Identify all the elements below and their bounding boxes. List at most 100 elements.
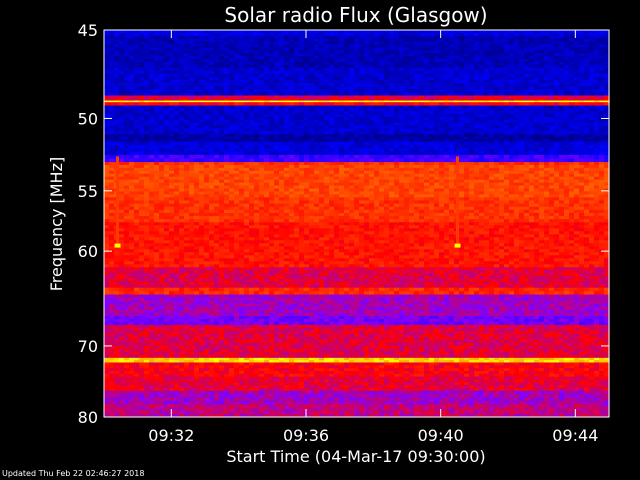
spectrum-cell [589, 80, 595, 84]
spectrum-cell [259, 41, 265, 46]
spectrum-cell [369, 38, 375, 43]
spectrum-cell [554, 122, 560, 127]
spectrum-cell [179, 41, 185, 46]
spectrum-cell [484, 86, 490, 90]
spectrum-cell [219, 35, 225, 40]
spectrum-cell [599, 108, 605, 112]
spectrum-cell [134, 108, 140, 112]
spectrum-cell [219, 111, 225, 115]
spectrum-cell [499, 61, 505, 66]
spectrum-cell [434, 92, 440, 97]
spectrum-cell [419, 76, 425, 81]
spectrum-cell [554, 76, 560, 81]
spectrum-cell [154, 80, 160, 84]
spectrum-cell [344, 111, 350, 115]
spectrum-cell [519, 158, 525, 163]
spectrum-cell [269, 70, 275, 75]
spectrum-cell [339, 158, 345, 163]
spectrum-cell [579, 50, 585, 54]
spectrum-cell [194, 111, 200, 115]
spectrum-cell [189, 95, 195, 99]
spectrum-cell [264, 102, 270, 107]
spectrum-cell [339, 38, 345, 43]
spectrum-cell [409, 131, 415, 135]
spectrum-cell [134, 86, 140, 90]
spectrum-cell [569, 131, 575, 135]
spectrum-cell [574, 98, 580, 102]
spectrum-cell [494, 125, 500, 129]
spectrum-cell [154, 47, 160, 51]
spectrum-cell [534, 131, 540, 135]
spectrum-cell [604, 80, 610, 84]
spectrum-cell [369, 61, 375, 66]
spectrum-cell [584, 50, 590, 54]
spectrum-cell [254, 30, 260, 34]
spectrum-cell [584, 35, 590, 40]
spectrum-cell [554, 100, 560, 103]
spectrum-cell [254, 95, 260, 99]
spectrum-cell [194, 119, 200, 124]
spectrum-cell [489, 134, 495, 138]
spectrum-cell [249, 35, 255, 40]
spectrum-cell [534, 30, 540, 34]
spectrum-cell [594, 105, 600, 109]
spectrum-cell [134, 80, 140, 84]
spectrum-cell [164, 105, 170, 109]
spectrum-cell [299, 32, 305, 37]
spectrum-cell [524, 38, 530, 43]
spectrum-band-row [104, 67, 610, 72]
spectrum-cell [419, 134, 425, 138]
spectrum-cell [554, 95, 560, 99]
spectrum-cell [399, 73, 405, 78]
spectrum-cell [149, 116, 155, 121]
spectrum-cell [329, 41, 335, 46]
spectrum-cell [299, 154, 305, 160]
spectrum-cell [124, 100, 130, 103]
spectrum-cell [249, 92, 255, 97]
spectrum-cell [519, 154, 525, 160]
spectrum-cell [364, 92, 370, 97]
spectrum-cell [604, 70, 610, 75]
spectrum-cell [164, 128, 170, 132]
spectrum-cell [199, 70, 205, 75]
spectrum-cell [509, 105, 515, 109]
spectrum-cell [594, 64, 600, 69]
spectrum-cell [529, 47, 535, 51]
spectrum-cell [264, 98, 270, 102]
spectrum-cell [194, 114, 200, 118]
spectrum-cell [189, 102, 195, 107]
spectrum-cell [349, 73, 355, 78]
spectrum-cell [294, 114, 300, 118]
spectrum-cell [484, 32, 490, 37]
spectrum-cell [444, 114, 450, 118]
spectrum-cell [184, 108, 190, 112]
spectrum-cell [384, 131, 390, 135]
spectrum-cell [129, 114, 135, 118]
spectrum-cell [554, 83, 560, 87]
spectrum-cell [249, 111, 255, 115]
spectrum-cell [194, 30, 200, 34]
spectrum-cell [349, 86, 355, 90]
spectrum-cell [239, 83, 245, 87]
spectrum-cell [564, 53, 570, 57]
spectrum-cell [324, 105, 330, 109]
spectrum-cell [364, 47, 370, 51]
spectrum-cell [459, 114, 465, 118]
spectrum-cell [104, 67, 110, 72]
spectrum-cell [389, 122, 395, 127]
spectrum-cell [194, 154, 200, 160]
spectrum-cell [319, 32, 325, 37]
spectrum-cell [384, 73, 390, 78]
spectrum-cell [454, 114, 460, 118]
spectrum-cell [344, 80, 350, 84]
spectrum-cell [514, 154, 520, 160]
spectrum-cell [539, 154, 545, 160]
spectrum-cell [384, 95, 390, 99]
spectrum-cell [359, 122, 365, 127]
spectrum-cell [604, 100, 610, 103]
spectrum-cell [354, 105, 360, 109]
spectrum-cell [404, 125, 410, 129]
spectrum-cell [229, 67, 235, 72]
spectrum-cell [384, 67, 390, 72]
spectrum-cell [159, 30, 165, 34]
